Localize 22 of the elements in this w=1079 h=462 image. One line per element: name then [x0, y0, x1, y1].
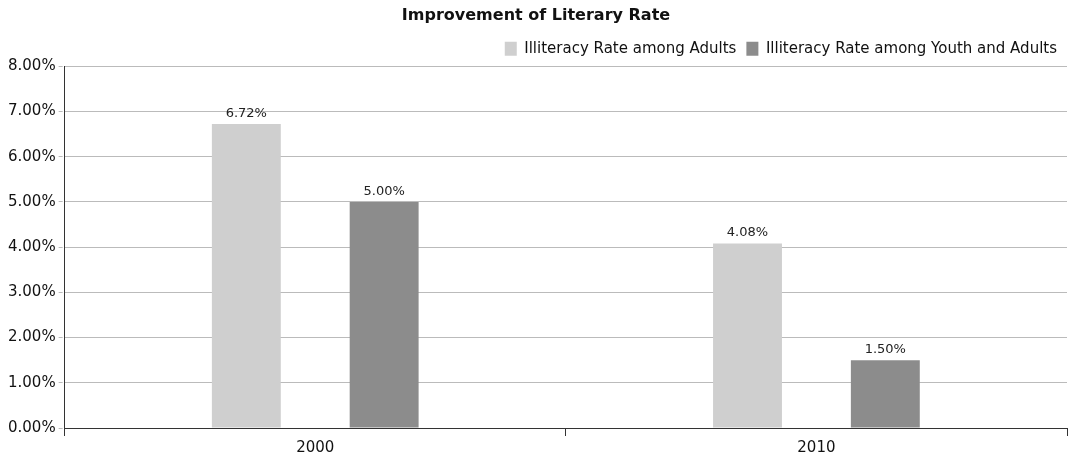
x-tick-label: 2000 [296, 437, 335, 456]
data-label: 6.72% [225, 104, 267, 120]
chart-title: Improvement of Literary Rate [401, 4, 671, 24]
y-tick-label: 7.00% [8, 101, 56, 120]
y-tick-label: 0.00% [8, 417, 56, 436]
data-label: 4.08% [726, 224, 769, 240]
y-tick-label: 6.00% [8, 146, 56, 165]
data-label: 1.50% [864, 341, 906, 357]
y-tick-label: 5.00% [8, 191, 56, 210]
y-tick-label: 2.00% [8, 327, 56, 346]
bar [349, 201, 419, 428]
data-label: 5.00% [363, 182, 405, 198]
y-tick-label: 3.00% [8, 282, 56, 301]
y-tick-label: 8.00% [8, 56, 56, 75]
y-tick-label: 4.00% [8, 236, 56, 255]
bar [850, 360, 920, 428]
legend-label: Illiteracy Rate among Youth and Adults [765, 38, 1058, 57]
x-tick-label: 2010 [797, 437, 836, 456]
y-tick-label: 1.00% [8, 372, 56, 391]
bar [713, 243, 782, 428]
bar [211, 124, 281, 428]
legend-label: Illiteracy Rate among Adults [524, 38, 737, 57]
